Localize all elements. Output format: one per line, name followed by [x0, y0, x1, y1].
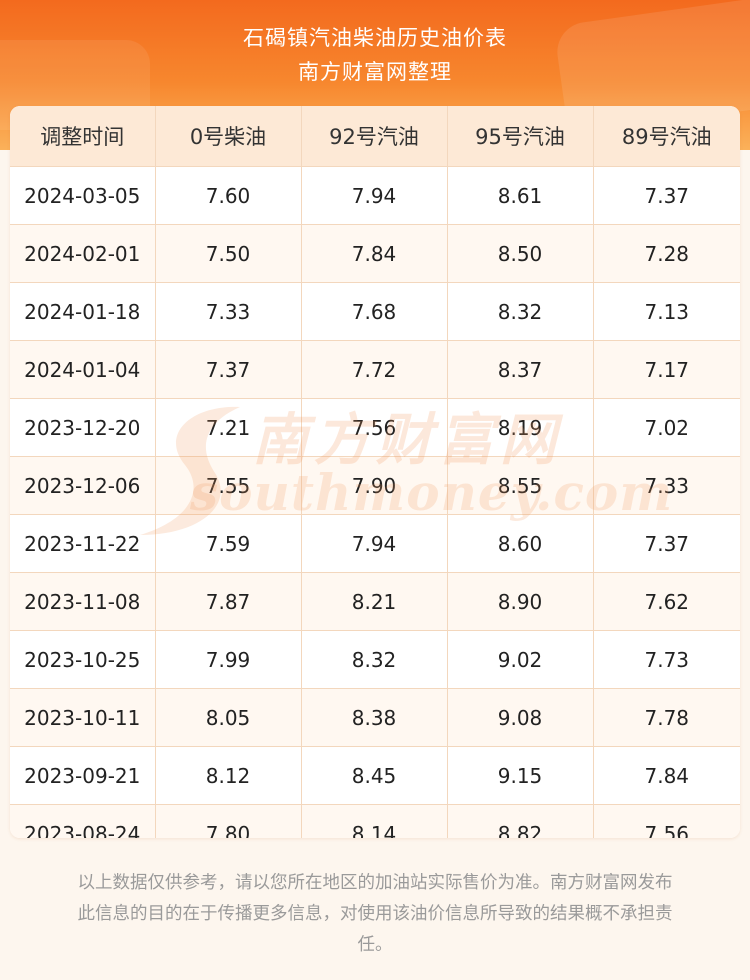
table-row: 2023-12-20 7.21 7.56 8.19 7.02 [10, 398, 740, 457]
table-row: 2023-10-11 8.05 8.38 9.08 7.78 [10, 688, 740, 747]
cell-gasoline-89: 7.56 [593, 804, 740, 838]
cell-gasoline-92: 7.94 [301, 514, 448, 573]
cell-gasoline-92: 7.72 [301, 340, 448, 399]
cell-gasoline-89: 7.37 [593, 514, 740, 573]
cell-gasoline-95: 8.19 [447, 398, 594, 457]
page-title: 石碣镇汽油柴油历史油价表 [243, 26, 507, 50]
cell-diesel-0: 7.87 [155, 572, 302, 631]
cell-gasoline-89: 7.37 [593, 166, 740, 225]
cell-gasoline-92: 7.56 [301, 398, 448, 457]
cell-gasoline-92: 7.94 [301, 166, 448, 225]
cell-gasoline-95: 8.50 [447, 224, 594, 283]
cell-date: 2023-11-22 [10, 514, 156, 573]
cell-gasoline-95: 9.08 [447, 688, 594, 747]
cell-diesel-0: 7.80 [155, 804, 302, 838]
cell-date: 2024-01-18 [10, 282, 156, 341]
table-row: 2024-01-18 7.33 7.68 8.32 7.13 [10, 282, 740, 341]
cell-diesel-0: 8.05 [155, 688, 302, 747]
cell-gasoline-89: 7.73 [593, 630, 740, 689]
cell-date: 2023-11-08 [10, 572, 156, 631]
cell-gasoline-89: 7.13 [593, 282, 740, 341]
cell-diesel-0: 7.33 [155, 282, 302, 341]
cell-gasoline-89: 7.33 [593, 456, 740, 515]
table-row: 2023-12-06 7.55 7.90 8.55 7.33 [10, 456, 740, 515]
cell-diesel-0: 7.99 [155, 630, 302, 689]
cell-gasoline-95: 8.37 [447, 340, 594, 399]
cell-diesel-0: 7.59 [155, 514, 302, 573]
cell-gasoline-92: 8.38 [301, 688, 448, 747]
cell-gasoline-95: 8.61 [447, 166, 594, 225]
column-header-gasoline-92: 92号汽油 [301, 106, 448, 167]
page-subtitle: 南方财富网整理 [298, 60, 452, 84]
table-row: 2023-11-22 7.59 7.94 8.60 7.37 [10, 514, 740, 573]
column-header-gasoline-89: 89号汽油 [593, 106, 740, 167]
column-header-diesel-0: 0号柴油 [155, 106, 302, 167]
cell-gasoline-89: 7.84 [593, 746, 740, 805]
cell-gasoline-92: 8.14 [301, 804, 448, 838]
table-row: 2023-08-24 7.80 8.14 8.82 7.56 [10, 804, 740, 838]
cell-gasoline-95: 8.32 [447, 282, 594, 341]
cell-gasoline-95: 8.55 [447, 456, 594, 515]
cell-diesel-0: 7.21 [155, 398, 302, 457]
cell-date: 2024-03-05 [10, 166, 156, 225]
cell-gasoline-95: 8.82 [447, 804, 594, 838]
cell-gasoline-92: 8.45 [301, 746, 448, 805]
cell-date: 2023-10-25 [10, 630, 156, 689]
table-row: 2023-10-25 7.99 8.32 9.02 7.73 [10, 630, 740, 689]
cell-diesel-0: 8.12 [155, 746, 302, 805]
disclaimer-text: 以上数据仅供参考，请以您所在地区的加油站实际售价为准。南方财富网发布此信息的目的… [77, 873, 673, 955]
cell-gasoline-92: 7.68 [301, 282, 448, 341]
table-row: 2024-02-01 7.50 7.84 8.50 7.28 [10, 224, 740, 283]
cell-gasoline-92: 8.21 [301, 572, 448, 631]
cell-gasoline-95: 8.90 [447, 572, 594, 631]
table-row: 2023-09-21 8.12 8.45 9.15 7.84 [10, 746, 740, 805]
cell-diesel-0: 7.60 [155, 166, 302, 225]
table-row: 2023-11-08 7.87 8.21 8.90 7.62 [10, 572, 740, 631]
cell-date: 2023-12-06 [10, 456, 156, 515]
column-header-date: 调整时间 [10, 106, 156, 167]
price-table-card: 调整时间 0号柴油 92号汽油 95号汽油 89号汽油 2024-03-05 7.… [10, 106, 740, 838]
cell-date: 2024-01-04 [10, 340, 156, 399]
cell-gasoline-89: 7.02 [593, 398, 740, 457]
cell-gasoline-95: 9.02 [447, 630, 594, 689]
cell-gasoline-89: 7.28 [593, 224, 740, 283]
cell-gasoline-89: 7.17 [593, 340, 740, 399]
cell-date: 2023-08-24 [10, 804, 156, 838]
cell-diesel-0: 7.55 [155, 456, 302, 515]
cell-date: 2023-10-11 [10, 688, 156, 747]
cell-diesel-0: 7.50 [155, 224, 302, 283]
table-row: 2024-03-05 7.60 7.94 8.61 7.37 [10, 166, 740, 225]
cell-date: 2024-02-01 [10, 224, 156, 283]
cell-diesel-0: 7.37 [155, 340, 302, 399]
column-header-gasoline-95: 95号汽油 [447, 106, 594, 167]
cell-date: 2023-09-21 [10, 746, 156, 805]
cell-gasoline-89: 7.62 [593, 572, 740, 631]
cell-gasoline-92: 7.90 [301, 456, 448, 515]
cell-gasoline-92: 7.84 [301, 224, 448, 283]
cell-gasoline-95: 9.15 [447, 746, 594, 805]
table-header-row: 调整时间 0号柴油 92号汽油 95号汽油 89号汽油 [10, 106, 740, 167]
cell-gasoline-95: 8.60 [447, 514, 594, 573]
cell-date: 2023-12-20 [10, 398, 156, 457]
table-row: 2024-01-04 7.37 7.72 8.37 7.17 [10, 340, 740, 399]
cell-gasoline-89: 7.78 [593, 688, 740, 747]
cell-gasoline-92: 8.32 [301, 630, 448, 689]
oil-price-table: 调整时间 0号柴油 92号汽油 95号汽油 89号汽油 2024-03-05 7.… [10, 106, 740, 838]
